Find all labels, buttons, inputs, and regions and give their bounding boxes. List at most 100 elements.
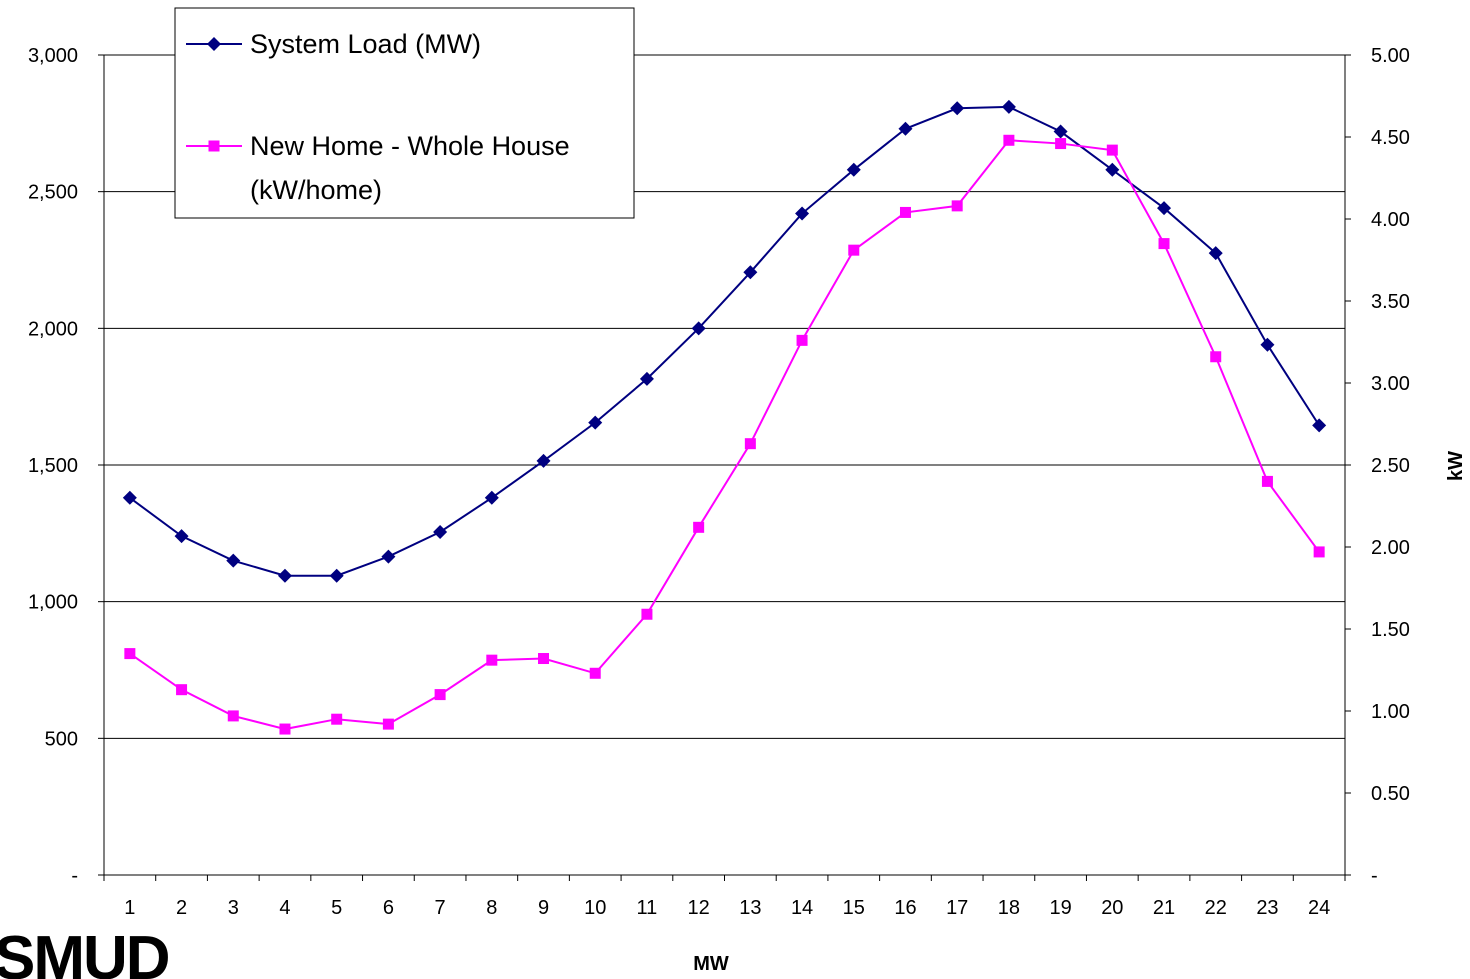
x-axis-title: MW — [693, 953, 729, 975]
x-tick-label: 11 — [637, 897, 658, 919]
legend-marker — [208, 140, 220, 152]
x-tick-label: 9 — [538, 897, 549, 919]
legend-entry-system-load: System Load (MW) — [186, 29, 481, 59]
right-tick-label: 2.50 — [1371, 455, 1410, 477]
data-point — [1158, 238, 1170, 250]
series-new-home — [124, 134, 1325, 735]
data-point — [1003, 134, 1015, 146]
legend-marker — [207, 37, 221, 51]
x-tick-label: 23 — [1256, 897, 1278, 919]
data-point — [743, 265, 758, 280]
legend-label: New Home - Whole House — [250, 131, 570, 161]
data-point — [1261, 475, 1273, 487]
right-tick-label: - — [1371, 865, 1378, 887]
series-layer — [122, 99, 1327, 735]
right-tick-label: 3.50 — [1371, 291, 1410, 313]
data-point — [486, 654, 498, 666]
data-point — [1106, 144, 1118, 156]
smud-logo: SMUD — [0, 924, 171, 979]
data-point — [1055, 138, 1067, 150]
data-point — [1105, 162, 1120, 177]
right-tick-label: 5.00 — [1371, 45, 1410, 67]
x-tick-label: 10 — [584, 897, 606, 919]
right-axis-ticks: - 0.50 1.00 1.50 2.00 2.50 3.00 3.50 4.00 4.50 5.0… — [1345, 45, 1410, 887]
x-tick-label: 15 — [843, 897, 865, 919]
data-point — [589, 667, 601, 679]
x-tick-label: 24 — [1308, 897, 1330, 919]
x-tick-label: 14 — [791, 897, 813, 919]
data-point — [1157, 201, 1172, 216]
logo-text: SMUD — [0, 924, 169, 979]
left-tick-label: 2,500 — [28, 182, 78, 204]
data-point — [898, 121, 913, 136]
left-tick-label: 1,000 — [28, 592, 78, 614]
right-axis-title: kW — [1445, 451, 1467, 481]
right-tick-label: 1.50 — [1371, 619, 1410, 641]
right-tick-label: 4.00 — [1371, 209, 1410, 231]
data-point — [227, 710, 239, 722]
x-tick-label: 5 — [331, 897, 342, 919]
series-line — [129, 139, 1320, 731]
data-point — [279, 723, 291, 735]
x-tick-label: 19 — [1049, 897, 1071, 919]
data-point — [641, 608, 653, 620]
legend-label: (kW/home) — [250, 175, 382, 205]
x-tick-label: 20 — [1101, 897, 1123, 919]
data-point — [381, 549, 396, 564]
data-point — [382, 718, 394, 730]
data-point — [848, 244, 860, 256]
data-point — [693, 521, 705, 533]
legend-label: System Load (MW) — [250, 29, 481, 59]
left-tick-label: 1,500 — [28, 455, 78, 477]
data-point — [588, 415, 603, 430]
data-point — [433, 524, 448, 539]
data-point — [176, 684, 188, 696]
data-point — [124, 648, 136, 660]
x-tick-label: 7 — [435, 897, 446, 919]
right-tick-label: 0.50 — [1371, 783, 1410, 805]
x-tick-label: 17 — [946, 897, 968, 919]
x-tick-label: 12 — [688, 897, 710, 919]
data-point — [1001, 99, 1016, 114]
legend-entry-new-home: New Home - Whole House (kW/home) — [186, 131, 570, 205]
data-point — [484, 490, 499, 505]
data-point — [174, 529, 189, 544]
data-point — [1260, 337, 1275, 352]
data-point — [536, 453, 551, 468]
data-point — [1312, 418, 1327, 433]
x-tick-label: 16 — [894, 897, 916, 919]
x-tick-label: 4 — [279, 897, 290, 919]
right-tick-label: 3.00 — [1371, 373, 1410, 395]
x-axis-ticks: 1 2 3 4 5 6 7 8 9 10 11 12 13 14 15 16 17 18 19 20 21 22 23 24 — [103, 875, 1346, 919]
data-point — [796, 334, 808, 346]
data-point — [639, 371, 654, 386]
x-tick-label: 2 — [176, 897, 187, 919]
right-tick-label: 1.00 — [1371, 701, 1410, 723]
x-tick-label: 21 — [1153, 897, 1175, 919]
data-point — [899, 206, 911, 218]
x-tick-label: 6 — [383, 897, 394, 919]
data-point — [795, 206, 810, 221]
x-tick-label: 18 — [998, 897, 1020, 919]
data-point — [277, 568, 292, 583]
right-tick-label: 2.00 — [1371, 537, 1410, 559]
data-point — [1208, 246, 1223, 261]
data-point — [538, 653, 550, 665]
left-tick-label: - — [71, 865, 78, 887]
legend: System Load (MW) New Home - Whole House (… — [174, 7, 635, 219]
x-tick-label: 1 — [124, 897, 135, 919]
series-system-load — [122, 99, 1327, 583]
data-point — [950, 101, 965, 116]
x-tick-label: 22 — [1205, 897, 1227, 919]
legend-box — [174, 7, 635, 219]
x-tick-label: 8 — [486, 897, 497, 919]
x-tick-label: 13 — [739, 897, 761, 919]
left-tick-label: 2,000 — [28, 318, 78, 340]
data-point — [1053, 124, 1068, 139]
left-tick-label: 3,000 — [28, 45, 78, 67]
data-point — [226, 553, 241, 568]
left-tick-label: 500 — [45, 728, 78, 750]
data-point — [691, 321, 706, 336]
x-tick-label: 3 — [228, 897, 239, 919]
